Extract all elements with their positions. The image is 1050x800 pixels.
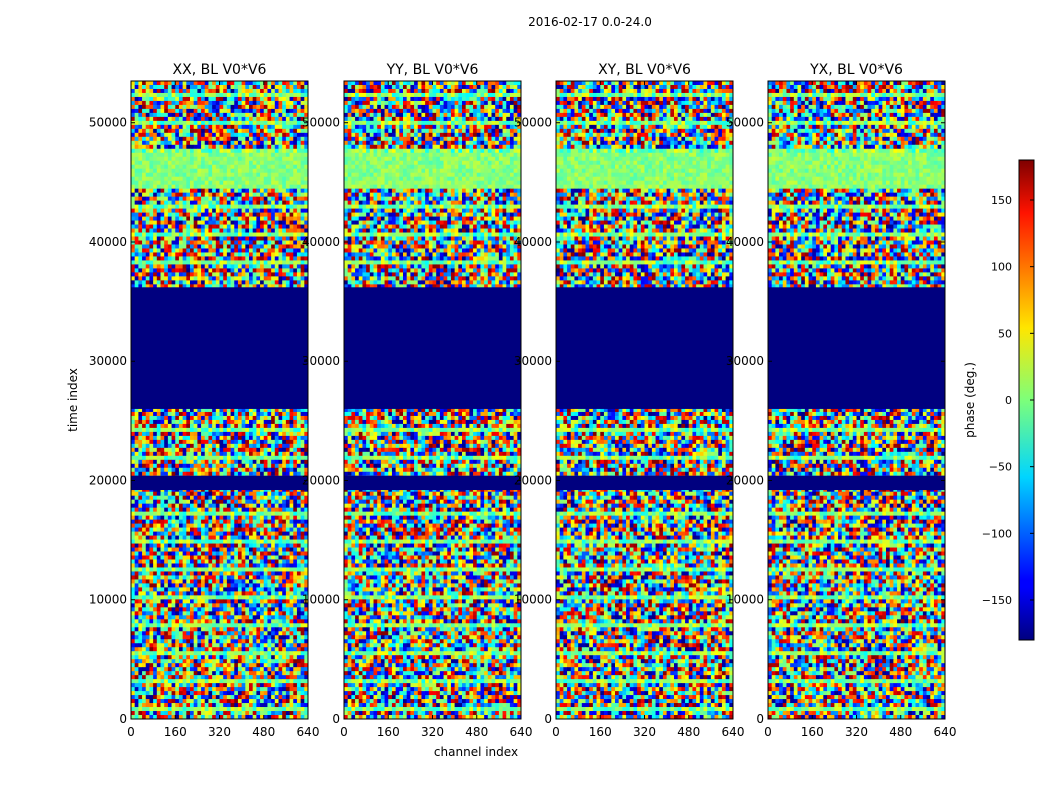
colorbar-ticks: −150 −100 −50 0 50 100 150 [982, 194, 1034, 607]
y-tick-label: 20000 [89, 473, 127, 487]
y-tick-label: 50000 [89, 116, 127, 130]
panel-4: YX, BL V0*V6 0 160 320 480 640 0 10000 20000 3000… [726, 62, 957, 739]
x-tick-label: 640 [722, 725, 745, 739]
x-tick-label: 320 [633, 725, 656, 739]
y-tick-label: 50000 [302, 116, 340, 130]
x-tick-label: 480 [677, 725, 700, 739]
panel-title: XY, BL V0*V6 [598, 62, 691, 78]
flagged-block [131, 475, 308, 491]
y-tick-label: 30000 [302, 354, 340, 368]
panel-3: XY, BL V0*V6 0 160 320 480 640 0 10000 20000 3000… [514, 62, 745, 739]
flagged-block [131, 287, 308, 409]
panels: XX, BL V0*V6 0 160 320 480 640 0 10000 20000 3000… [89, 62, 957, 739]
flagged-block [556, 475, 733, 491]
y-tick-label: 40000 [302, 235, 340, 249]
x-tick-label: 320 [845, 725, 868, 739]
y-tick-label: 10000 [89, 593, 127, 607]
x-tick-label: 320 [421, 725, 444, 739]
x-tick-label: 160 [164, 725, 187, 739]
colorbar-tick-label: 50 [998, 327, 1012, 340]
panel-title: YX, BL V0*V6 [809, 62, 903, 78]
y-tick-label: 40000 [726, 235, 764, 249]
y-tick-label: 30000 [514, 354, 552, 368]
figure-title: 2016-02-17 0.0-24.0 [528, 15, 652, 29]
y-tick-label: 0 [332, 712, 340, 726]
y-tick-label: 10000 [514, 593, 552, 607]
y-tick-label: 30000 [89, 354, 127, 368]
y-tick-label: 20000 [302, 473, 340, 487]
y-tick-label: 10000 [302, 593, 340, 607]
panel-2: YY, BL V0*V6 0 160 320 480 640 0 10000 20000 3000… [302, 62, 533, 739]
x-tick-label: 0 [764, 725, 772, 739]
x-tick-label: 640 [297, 725, 320, 739]
panel-title: YY, BL V0*V6 [386, 62, 479, 78]
y-tick-label: 20000 [726, 473, 764, 487]
y-tick-label: 10000 [726, 593, 764, 607]
x-tick-label: 640 [510, 725, 533, 739]
x-tick-label: 0 [552, 725, 560, 739]
colorbar-label: phase (deg.) [963, 362, 977, 438]
colorbar-tick-label: −50 [989, 461, 1012, 474]
flagged-block [344, 475, 521, 491]
x-tick-label: 480 [252, 725, 275, 739]
y-tick-label: 50000 [514, 116, 552, 130]
y-tick-label: 30000 [726, 354, 764, 368]
x-tick-label: 160 [377, 725, 400, 739]
y-tick-label: 50000 [726, 116, 764, 130]
colorbar-tick-label: 100 [991, 261, 1012, 274]
x-tick-label: 160 [801, 725, 824, 739]
x-tick-label: 0 [127, 725, 135, 739]
x-tick-label: 0 [340, 725, 348, 739]
y-axis-label: time index [66, 368, 80, 432]
x-tick-label: 640 [934, 725, 957, 739]
colorbar-tick-label: 150 [991, 194, 1012, 207]
x-axis-label: channel index [434, 745, 518, 759]
y-tick-label: 0 [544, 712, 552, 726]
colorbar-tick-label: −150 [982, 594, 1012, 607]
x-tick-label: 480 [465, 725, 488, 739]
x-tick-label: 160 [589, 725, 612, 739]
y-tick-label: 40000 [514, 235, 552, 249]
panel-title: XX, BL V0*V6 [173, 62, 267, 78]
colorbar-tick-label: 0 [1005, 394, 1012, 407]
flagged-block [768, 287, 945, 409]
colorbar-tick-label: −100 [982, 527, 1012, 540]
flagged-block [768, 475, 945, 491]
flagged-block [344, 287, 521, 409]
y-tick-label: 40000 [89, 235, 127, 249]
y-tick-label: 0 [756, 712, 764, 726]
flagged-block [556, 287, 733, 409]
panel-1: XX, BL V0*V6 0 160 320 480 640 0 10000 20000 3000… [89, 62, 320, 739]
y-tick-label: 20000 [514, 473, 552, 487]
x-tick-label: 320 [208, 725, 231, 739]
colorbar: −150 −100 −50 0 50 100 150 phase (deg.) [963, 159, 1035, 641]
x-tick-label: 480 [889, 725, 912, 739]
y-tick-label: 0 [119, 712, 127, 726]
